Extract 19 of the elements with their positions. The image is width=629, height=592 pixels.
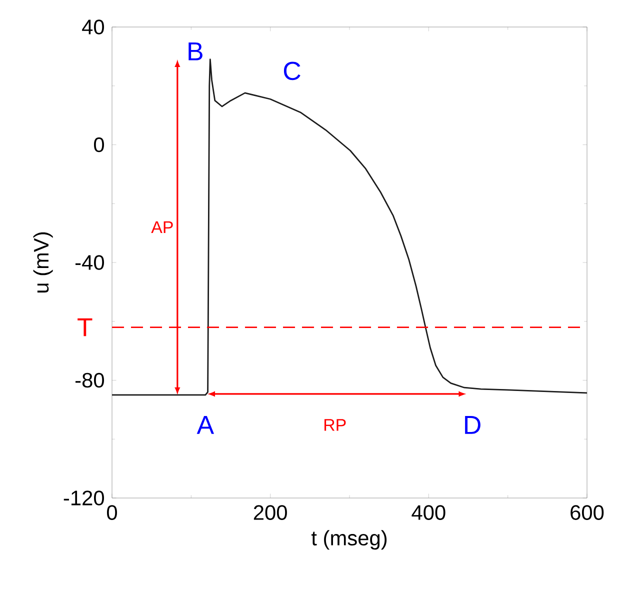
line-series <box>111 58 588 396</box>
y-axis-title: u (mV) <box>33 232 53 293</box>
annotation: C <box>284 62 300 80</box>
x-tick-label: 0 <box>106 505 117 520</box>
y-tick-label: 40 <box>82 20 104 34</box>
x-tick-label: 400 <box>412 505 446 520</box>
y-tick-label: -80 <box>76 372 104 388</box>
annotation: RP <box>324 419 346 431</box>
ref-line-label: T <box>78 318 92 336</box>
annotation: D <box>465 416 480 434</box>
annotation: B <box>188 42 202 60</box>
x-tick-label: 600 <box>570 505 604 520</box>
x-axis-title: t (mseg) <box>311 530 387 550</box>
annotation: A <box>196 416 214 434</box>
annotation: AP <box>151 221 173 233</box>
y-tick-label: -40 <box>76 255 104 270</box>
x-tick-label: 200 <box>254 505 287 520</box>
y-tick-label: -120 <box>64 490 104 506</box>
y-tick-label: 0 <box>94 137 104 152</box>
